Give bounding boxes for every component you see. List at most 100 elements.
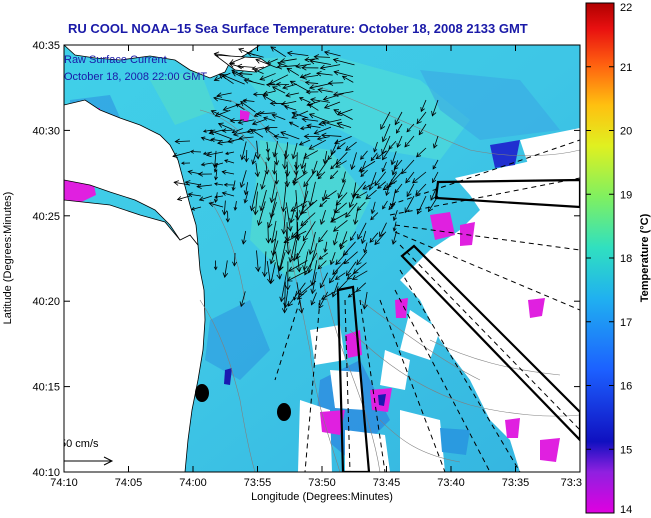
current-vector [322,121,344,129]
current-vector-head [336,121,343,128]
current-vector-head [370,209,376,215]
current-vector-head [243,190,249,196]
current-vector [298,280,317,296]
current-vector-head [385,191,390,197]
current-vector-head [318,120,324,127]
current-vector [240,101,256,113]
bathymetry-contours [199,79,580,472]
current-vector-head [342,250,349,256]
current-vector-head [240,101,246,107]
current-vector-head [317,87,324,93]
current-vector-head [218,73,225,79]
current-vector [324,51,341,57]
current-vector [239,73,253,75]
current-vector [321,134,342,137]
y-axis-label: Latitude (Degrees:Minutes) [2,192,14,325]
current-vector-head [210,137,216,143]
current-vector [333,91,354,96]
x-axis-label: Longitude (Degrees:Minutes) [251,491,393,503]
current-vector-head [381,136,387,143]
current-vector [404,195,415,213]
current-vector [382,161,387,172]
current-vector-head [282,84,288,90]
current-vector-head [276,274,282,280]
current-vector-head [210,109,217,115]
current-vector-head [253,69,258,73]
current-vector-head [290,206,297,212]
current-vector-head [236,63,243,70]
current-vector-head [304,80,310,86]
x-tick-label: 74:10 [50,477,78,489]
current-vector-head [296,266,302,273]
current-vector-head [213,95,219,102]
current-vector-head [347,293,352,298]
current-vector [252,66,265,70]
current-vector-head [396,129,400,134]
current-vector-head [253,112,259,117]
current-vector [242,230,247,244]
current-vector [388,141,397,150]
current-vector [234,201,237,211]
current-vector-head [255,58,262,64]
current-vector-head [281,206,287,213]
current-vector-head [416,208,422,215]
current-vector-head [252,92,258,97]
current-vector [386,172,398,189]
current-vector-head [341,75,347,81]
current-vector-head [320,294,327,300]
current-vector [273,140,279,157]
current-vector-head [318,237,324,243]
current-vector [203,129,213,132]
current-vector [247,127,267,133]
current-vector [382,147,391,160]
current-vector-head [353,219,359,225]
current-vector-head [266,157,271,162]
current-vector-head [202,129,207,133]
current-vector [357,222,367,240]
current-vector [369,232,379,243]
radar-sectors [274,139,580,472]
current-vector-head [348,202,354,209]
current-vector-head [377,184,382,189]
current-vector-head [381,148,387,155]
current-vector [299,97,310,103]
x-tick-label: 73:50 [308,477,336,489]
current-vector [235,103,245,111]
current-vector-head [285,249,291,255]
current-vector-head [213,162,218,167]
current-vector [308,242,318,273]
current-vector-head [355,193,361,199]
current-vector-head [251,120,258,126]
current-vector-head [352,190,359,197]
current-vector [314,56,330,58]
current-vector [318,291,329,309]
current-vector [174,181,191,186]
current-vector [282,83,297,89]
current-vectors [172,46,439,314]
current-vector-head [370,216,375,221]
current-vector [381,135,391,155]
current-vector [252,151,257,165]
current-vector-head [265,82,271,87]
current-vector-head [302,265,308,271]
current-vector-head [238,47,244,54]
current-vector [304,58,319,61]
current-vector-head [237,119,244,125]
current-vector-head [262,271,268,278]
current-vector-head [231,71,238,77]
current-vector-head [336,286,342,292]
current-vector [295,161,297,175]
current-vector-head [288,121,294,126]
current-vector-head [239,182,246,189]
current-vector [272,114,286,120]
current-vector-head [235,103,240,108]
current-vector-head [229,117,235,124]
current-vector-head [291,113,298,119]
current-vector [330,212,348,223]
current-vector [312,160,318,174]
current-vector [284,150,286,169]
current-vector-head [214,176,218,181]
current-vector-head [173,180,179,186]
current-vector-head [406,191,412,198]
